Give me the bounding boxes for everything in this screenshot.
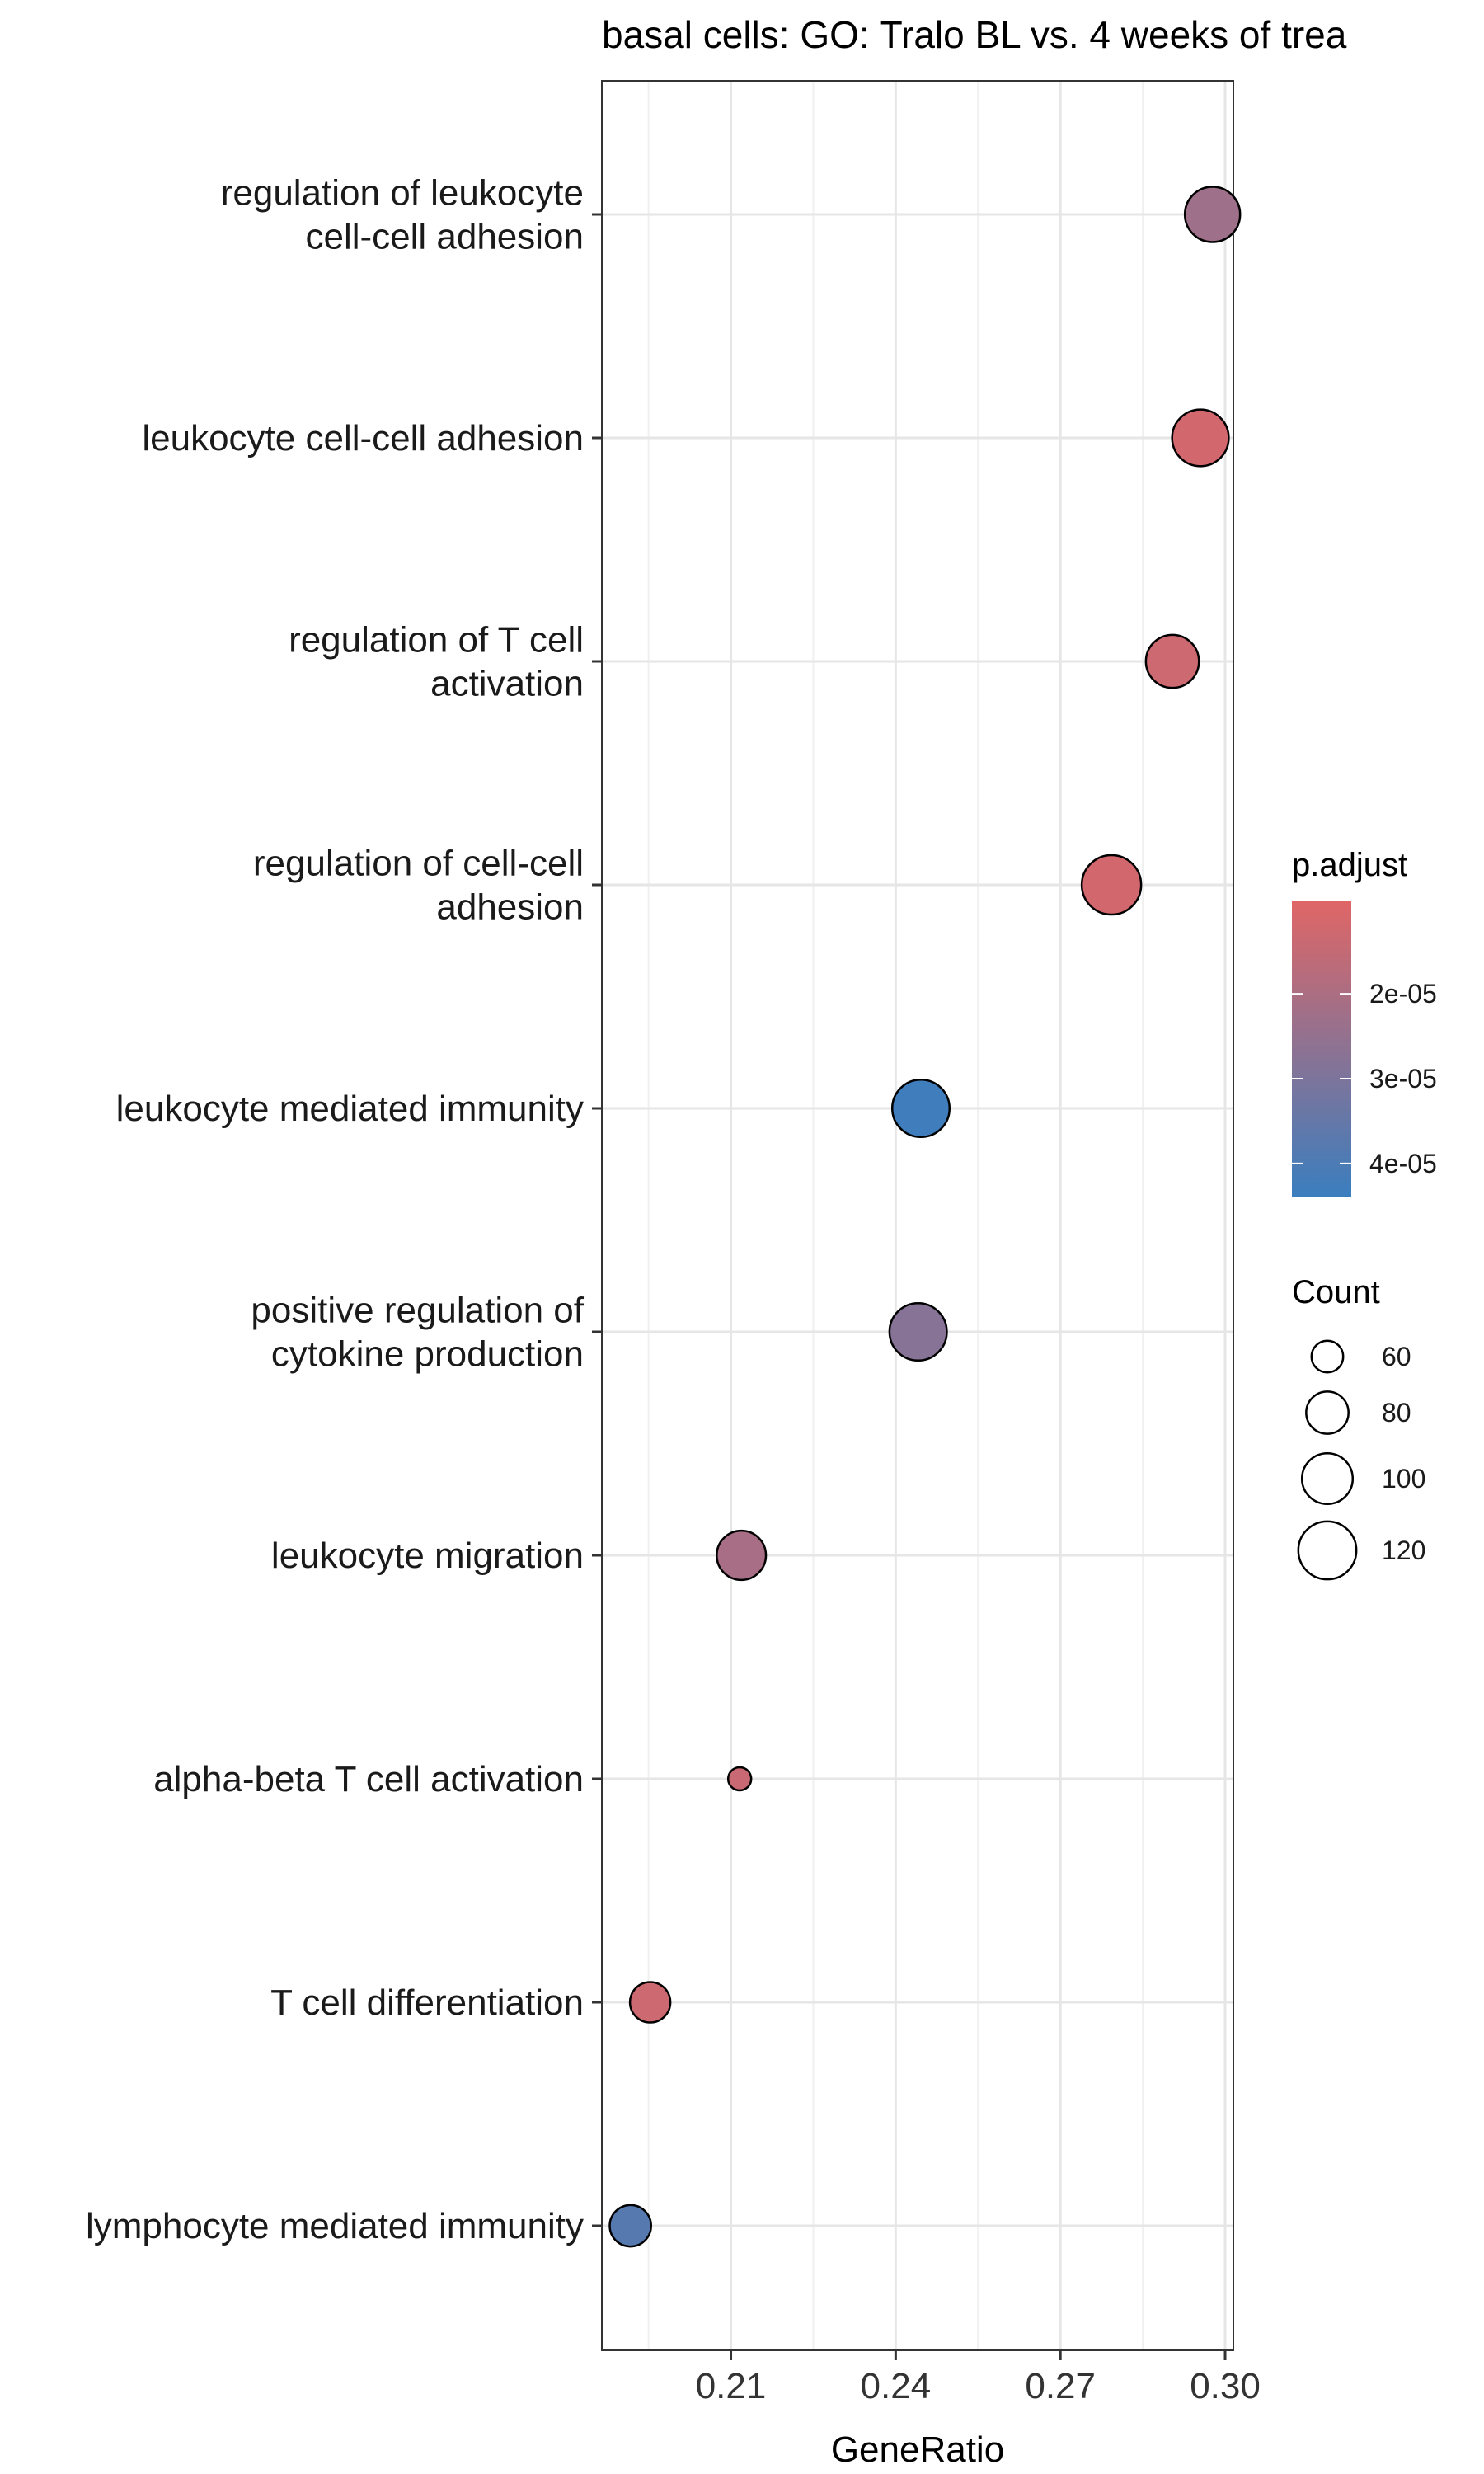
data-point [888,1301,948,1362]
x-tick-label: 0.24 [861,2366,932,2406]
y-tick-label: cell-cell adhesion [305,217,584,257]
data-point [1171,408,1230,468]
data-point [1183,186,1242,243]
y-tick-label: leukocyte mediated immunity [116,1089,584,1129]
y-tick-label: leukocyte migration [271,1536,584,1576]
x-tick-label: 0.21 [696,2366,767,2406]
color-legend: p.adjust 2e-05 3e-05 4e-05 [1292,847,1437,1197]
color-bar-tick-label: 3e-05 [1369,1064,1437,1094]
data-point [1080,854,1143,916]
y-tick-label: activation [430,664,584,704]
plot-border [601,80,1234,2351]
chart-title: basal cells: GO: Tralo BL vs. 4 weeks of… [602,13,1347,56]
size-legend-keys: 60 80 100 120 [1297,1339,1425,1581]
size-legend-label: 60 [1382,1342,1411,1371]
plot-panel [602,81,1233,2350]
color-bar-tick-label: 2e-05 [1369,979,1437,1009]
y-tick-label: alpha-beta T cell activation [153,1759,584,1799]
color-bar-tick-label: 4e-05 [1369,1149,1437,1178]
data-point [608,2204,652,2248]
y-tick-label: lymphocyte mediated immunity [86,2206,584,2246]
size-legend-label: 100 [1382,1464,1425,1493]
y-tick-label: leukocyte cell-cell adhesion [142,418,584,459]
data-points [608,186,1242,2248]
size-legend-key [1300,1451,1355,1506]
y-axis-ticks [592,213,602,2227]
data-point [628,1981,672,2024]
color-bar-ticks: 2e-05 3e-05 4e-05 [1292,979,1437,1178]
x-axis-ticks: 0.21 0.24 0.27 0.30 [696,2350,1261,2406]
data-point [890,1078,951,1139]
data-point [716,1529,768,1582]
color-bar [1292,901,1351,1197]
x-tick-label: 0.30 [1190,2366,1261,2406]
x-axis-title: GeneRatio [831,2429,1004,2470]
size-legend-key [1297,1520,1358,1581]
x-tick-label: 0.27 [1025,2366,1096,2406]
size-legend-label: 80 [1382,1398,1411,1427]
y-tick-label: regulation of T cell [289,620,584,661]
size-legend-title: Count [1292,1274,1380,1310]
size-legend-key [1305,1390,1350,1435]
y-tick-label: regulation of cell-cell [253,844,584,884]
data-point [726,1766,753,1792]
data-point [1144,633,1200,689]
size-legend-key [1310,1339,1345,1374]
y-tick-label: adhesion [436,887,584,928]
y-tick-label: T cell differentiation [270,1982,584,2023]
size-legend-label: 120 [1382,1536,1425,1565]
y-tick-label: positive regulation of [251,1291,584,1331]
color-legend-title: p.adjust [1292,847,1407,883]
y-tick-label: cytokine production [271,1334,584,1375]
y-tick-label: regulation of leukocyte [221,173,584,214]
size-legend: Count 60 80 100 120 [1292,1274,1425,1581]
grid-lines [602,81,1233,2350]
